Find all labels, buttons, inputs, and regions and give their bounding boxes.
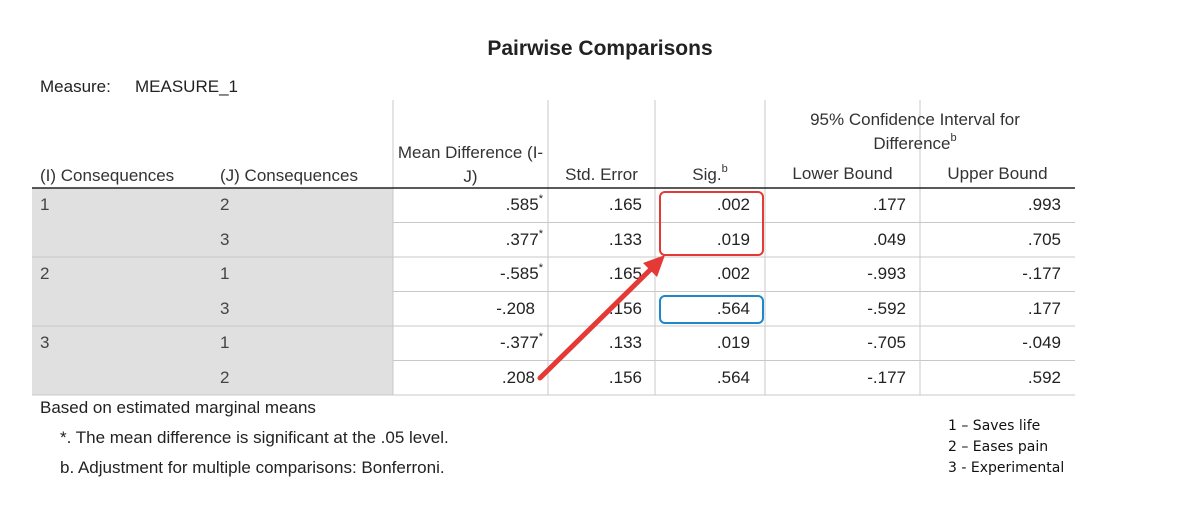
significance-mark: * [538,193,543,206]
cell-lower: -.177 [867,367,906,387]
cell-std-error: .133 [608,333,642,353]
cell-sig: .002 [716,264,750,284]
label-column-shade [32,188,393,395]
cell-lower: -.592 [867,298,906,318]
header-std-error: Std. Error [565,165,638,184]
header-ci-text: 95% Confidence Interval for Difference [810,110,1020,153]
mean-difference: -.585 [499,264,539,284]
cell-upper: -.049 [1022,333,1061,353]
measure-value: MEASURE_1 [135,77,238,96]
cell-sig: .564 [716,367,750,387]
highlight-box-blue [659,295,764,324]
cell-mean-difference: -.585* [393,262,543,284]
cell-upper: .177 [1027,298,1061,318]
cell-mean-difference: .208 [393,368,535,388]
header-i: (I) Consequences [40,166,175,185]
header-j: (J) Consequences [220,166,358,185]
header-ci-note: b [950,132,957,144]
header-upper: Upper Bound [947,164,1048,183]
cell-mean-difference: .377* [393,227,543,250]
cell-mean-difference: .585* [393,193,543,215]
cell-j: 1 [220,333,230,353]
cell-upper: .705 [1027,229,1061,249]
measure-label: Measure: [40,77,111,96]
cell-j: 2 [220,195,230,215]
cell-i: 3 [40,333,50,353]
mean-difference: .208 [501,367,535,387]
mean-difference: .585 [505,195,539,215]
header-mean-difference: Mean Difference (I-J) [397,143,544,186]
header-sig-text: Sig. [692,165,722,184]
cell-j: 1 [220,264,230,284]
header-ci: 95% Confidence Interval for Differenceb [780,108,1050,156]
legend-item: 3 - Experimental [948,460,1065,476]
cell-sig: .564 [716,298,750,318]
highlight-box-red [659,191,764,256]
cell-i: 1 [40,195,50,215]
cell-upper: .592 [1027,367,1061,387]
cell-lower: .049 [872,229,906,249]
cell-upper: .993 [1027,195,1061,215]
cell-std-error: .165 [608,195,642,215]
mean-difference: -.208 [496,298,535,318]
footnote: *. The mean difference is significant at… [60,428,449,447]
cell-lower: -.705 [867,333,906,353]
cell-std-error: .156 [608,367,642,387]
cell-j: 2 [220,367,230,387]
cell-upper: -.177 [1022,264,1061,284]
header-sig-note: b [721,163,728,175]
cell-sig: .002 [716,195,750,215]
cell-i: 2 [40,264,50,284]
significance-mark: * [538,262,543,275]
cell-sig: .019 [716,229,750,249]
header-sig: Sig.b [655,163,765,185]
cell-j: 3 [220,298,230,318]
cell-lower: -.993 [867,264,906,284]
cell-std-error: .133 [608,229,642,249]
mean-difference: .377 [505,229,539,249]
legend-item: 1 – Saves life [948,418,1041,434]
cell-sig: .019 [716,333,750,353]
significance-mark: * [538,331,543,344]
cell-lower: .177 [872,195,906,215]
grid [32,100,1075,396]
header-lower: Lower Bound [792,164,893,183]
legend-item: 2 – Eases pain [948,439,1049,455]
cell-mean-difference: -.377* [393,331,543,353]
footnote: Based on estimated marginal means [40,398,316,417]
title: Pairwise Comparisons [487,37,713,60]
cell-mean-difference: -.208 [393,299,535,319]
cell-std-error: .156 [608,298,642,318]
mean-difference: -.377 [499,333,539,353]
cell-std-error: .165 [608,264,642,284]
footnote: b. Adjustment for multiple comparisons: … [60,458,445,477]
cell-j: 3 [220,229,230,249]
significance-mark: * [538,227,543,240]
